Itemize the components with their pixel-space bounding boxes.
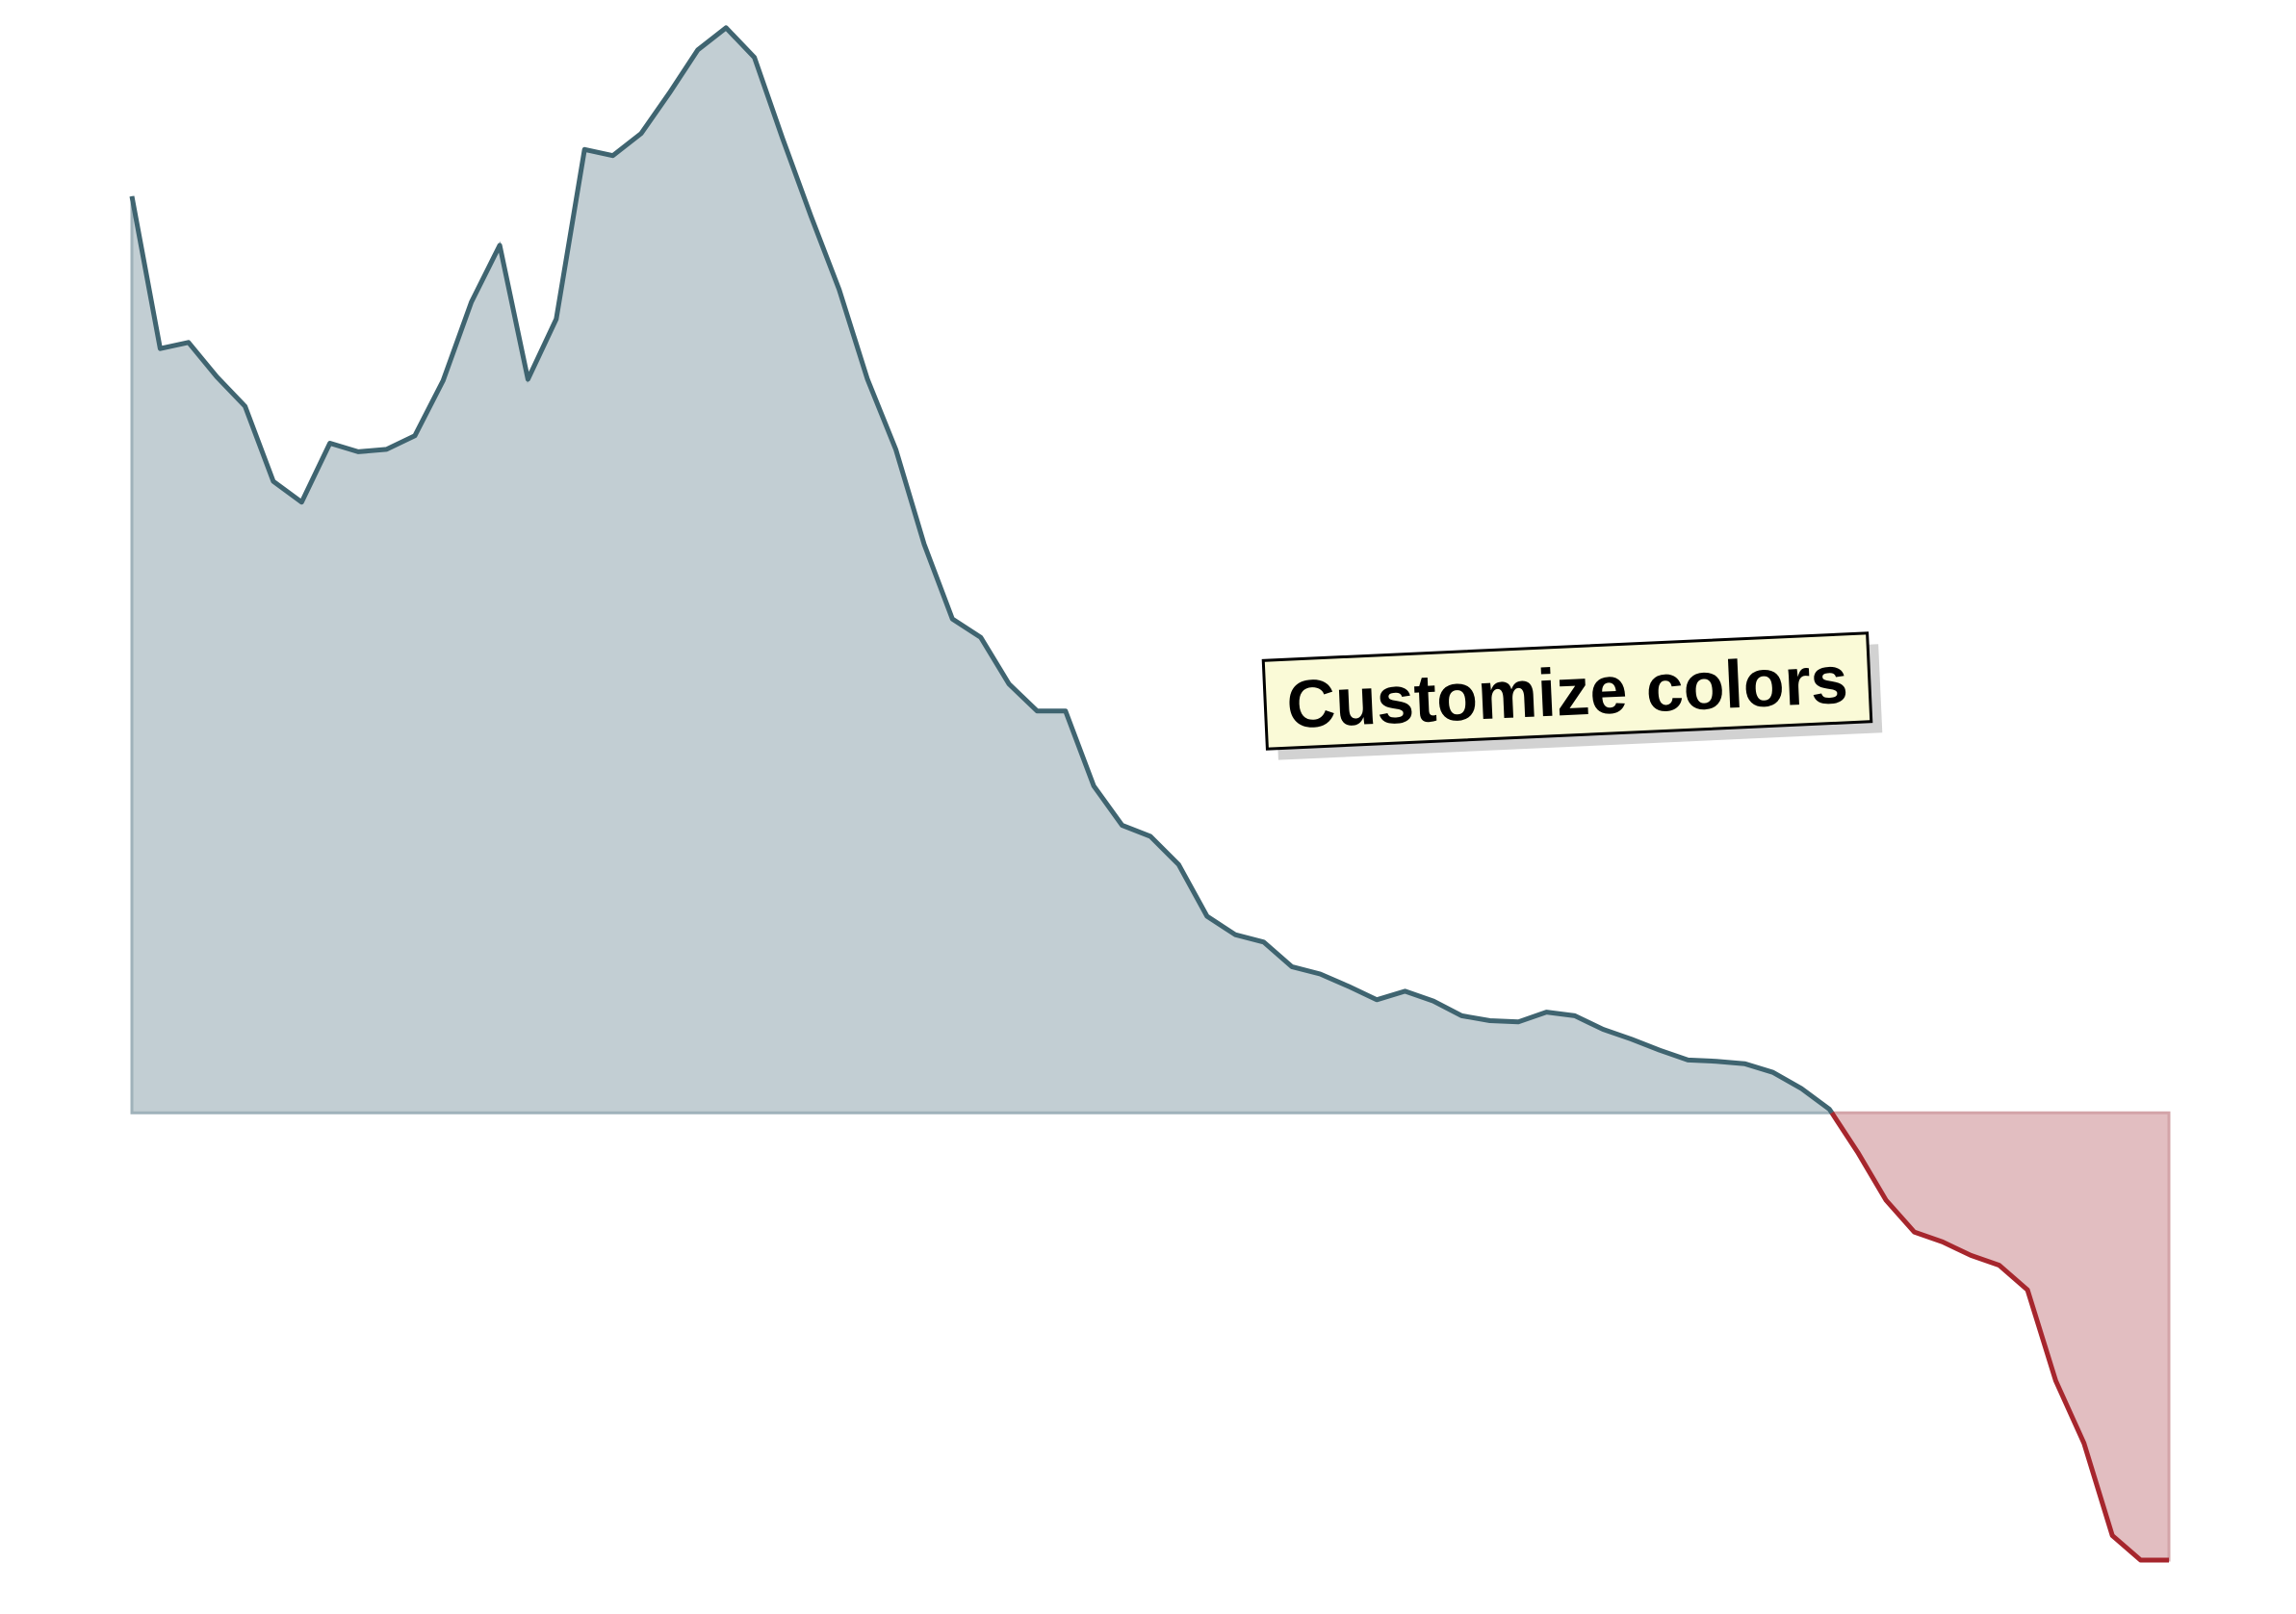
data-point-15 [554,317,559,322]
area-fills [130,25,2171,1562]
data-point-43 [1346,984,1352,989]
data-point-28 [921,541,927,547]
data-point-65 [1968,1252,1974,1258]
data-point-55 [1685,1057,1690,1063]
data-point-23 [780,136,786,141]
data-point-61 [1855,1149,1861,1155]
data-point-13 [497,243,503,248]
data-point-1 [157,346,163,351]
data-point-21 [723,25,729,31]
data-point-5 [271,478,276,484]
data-point-66 [1997,1263,2002,1268]
data-point-9 [384,447,390,452]
data-point-53 [1629,1037,1635,1042]
annotation[interactable]: Customize colors [1261,631,1883,760]
data-point-69 [2081,1441,2087,1447]
data-point-60 [1826,1107,1832,1113]
data-point-42 [1317,971,1323,977]
data-point-6 [298,500,304,505]
data-point-39 [1232,932,1238,937]
data-point-14 [525,376,530,382]
data-point-70 [2109,1533,2115,1539]
data-point-45 [1403,988,1408,994]
data-point-25 [837,287,842,293]
data-point-63 [1912,1229,1918,1235]
data-point-7 [327,441,333,447]
data-point-27 [893,447,899,452]
data-point-49 [1515,1019,1521,1025]
data-point-54 [1657,1047,1663,1053]
data-point-10 [412,433,418,439]
negative-series-line [1829,1111,2169,1563]
data-point-46 [1431,998,1436,1004]
data-point-50 [1543,1010,1549,1015]
data-point-12 [469,299,475,305]
data-point-37 [1175,861,1181,867]
data-point-19 [666,90,672,96]
data-point-41 [1289,963,1295,969]
data-point-64 [1940,1239,1946,1244]
data-point-24 [808,213,813,218]
data-point-34 [1091,783,1096,789]
data-point-26 [864,376,870,382]
annotation-box [1261,631,1873,751]
data-point-48 [1487,1018,1493,1024]
data-point-11 [440,377,446,383]
data-point-71 [2138,1557,2144,1563]
data-point-72 [2166,1557,2172,1563]
data-point-58 [1770,1069,1776,1075]
data-point-31 [1006,681,1012,687]
data-point-47 [1458,1012,1464,1018]
positive-series-line [129,25,1834,1114]
data-point-51 [1572,1012,1578,1018]
data-point-16 [581,146,587,152]
data-point-3 [214,374,219,380]
data-point-4 [243,403,248,409]
data-point-30 [978,634,984,640]
data-point-62 [1883,1197,1889,1203]
data-point-22 [752,55,758,61]
data-point-44 [1374,997,1380,1003]
data-point-32 [1034,708,1040,714]
data-point-17 [610,153,616,159]
data-point-18 [638,131,644,137]
data-point-35 [1120,823,1125,829]
data-point-68 [2052,1378,2058,1384]
data-point-57 [1741,1061,1747,1066]
positive-area [130,25,1835,1114]
data-point-0 [129,193,135,199]
data-point-33 [1063,708,1069,714]
data-point-40 [1261,939,1267,945]
data-point-38 [1204,913,1210,919]
series-lines [129,25,2172,1563]
data-point-2 [186,340,192,346]
data-point-59 [1798,1086,1804,1091]
data-point-67 [2025,1287,2030,1293]
data-point-20 [695,47,701,53]
data-point-8 [355,448,361,454]
negative-area [1829,1111,2171,1562]
data-point-36 [1148,833,1153,839]
data-point-56 [1714,1059,1719,1064]
data-point-52 [1600,1027,1606,1033]
data-point-29 [949,616,955,622]
